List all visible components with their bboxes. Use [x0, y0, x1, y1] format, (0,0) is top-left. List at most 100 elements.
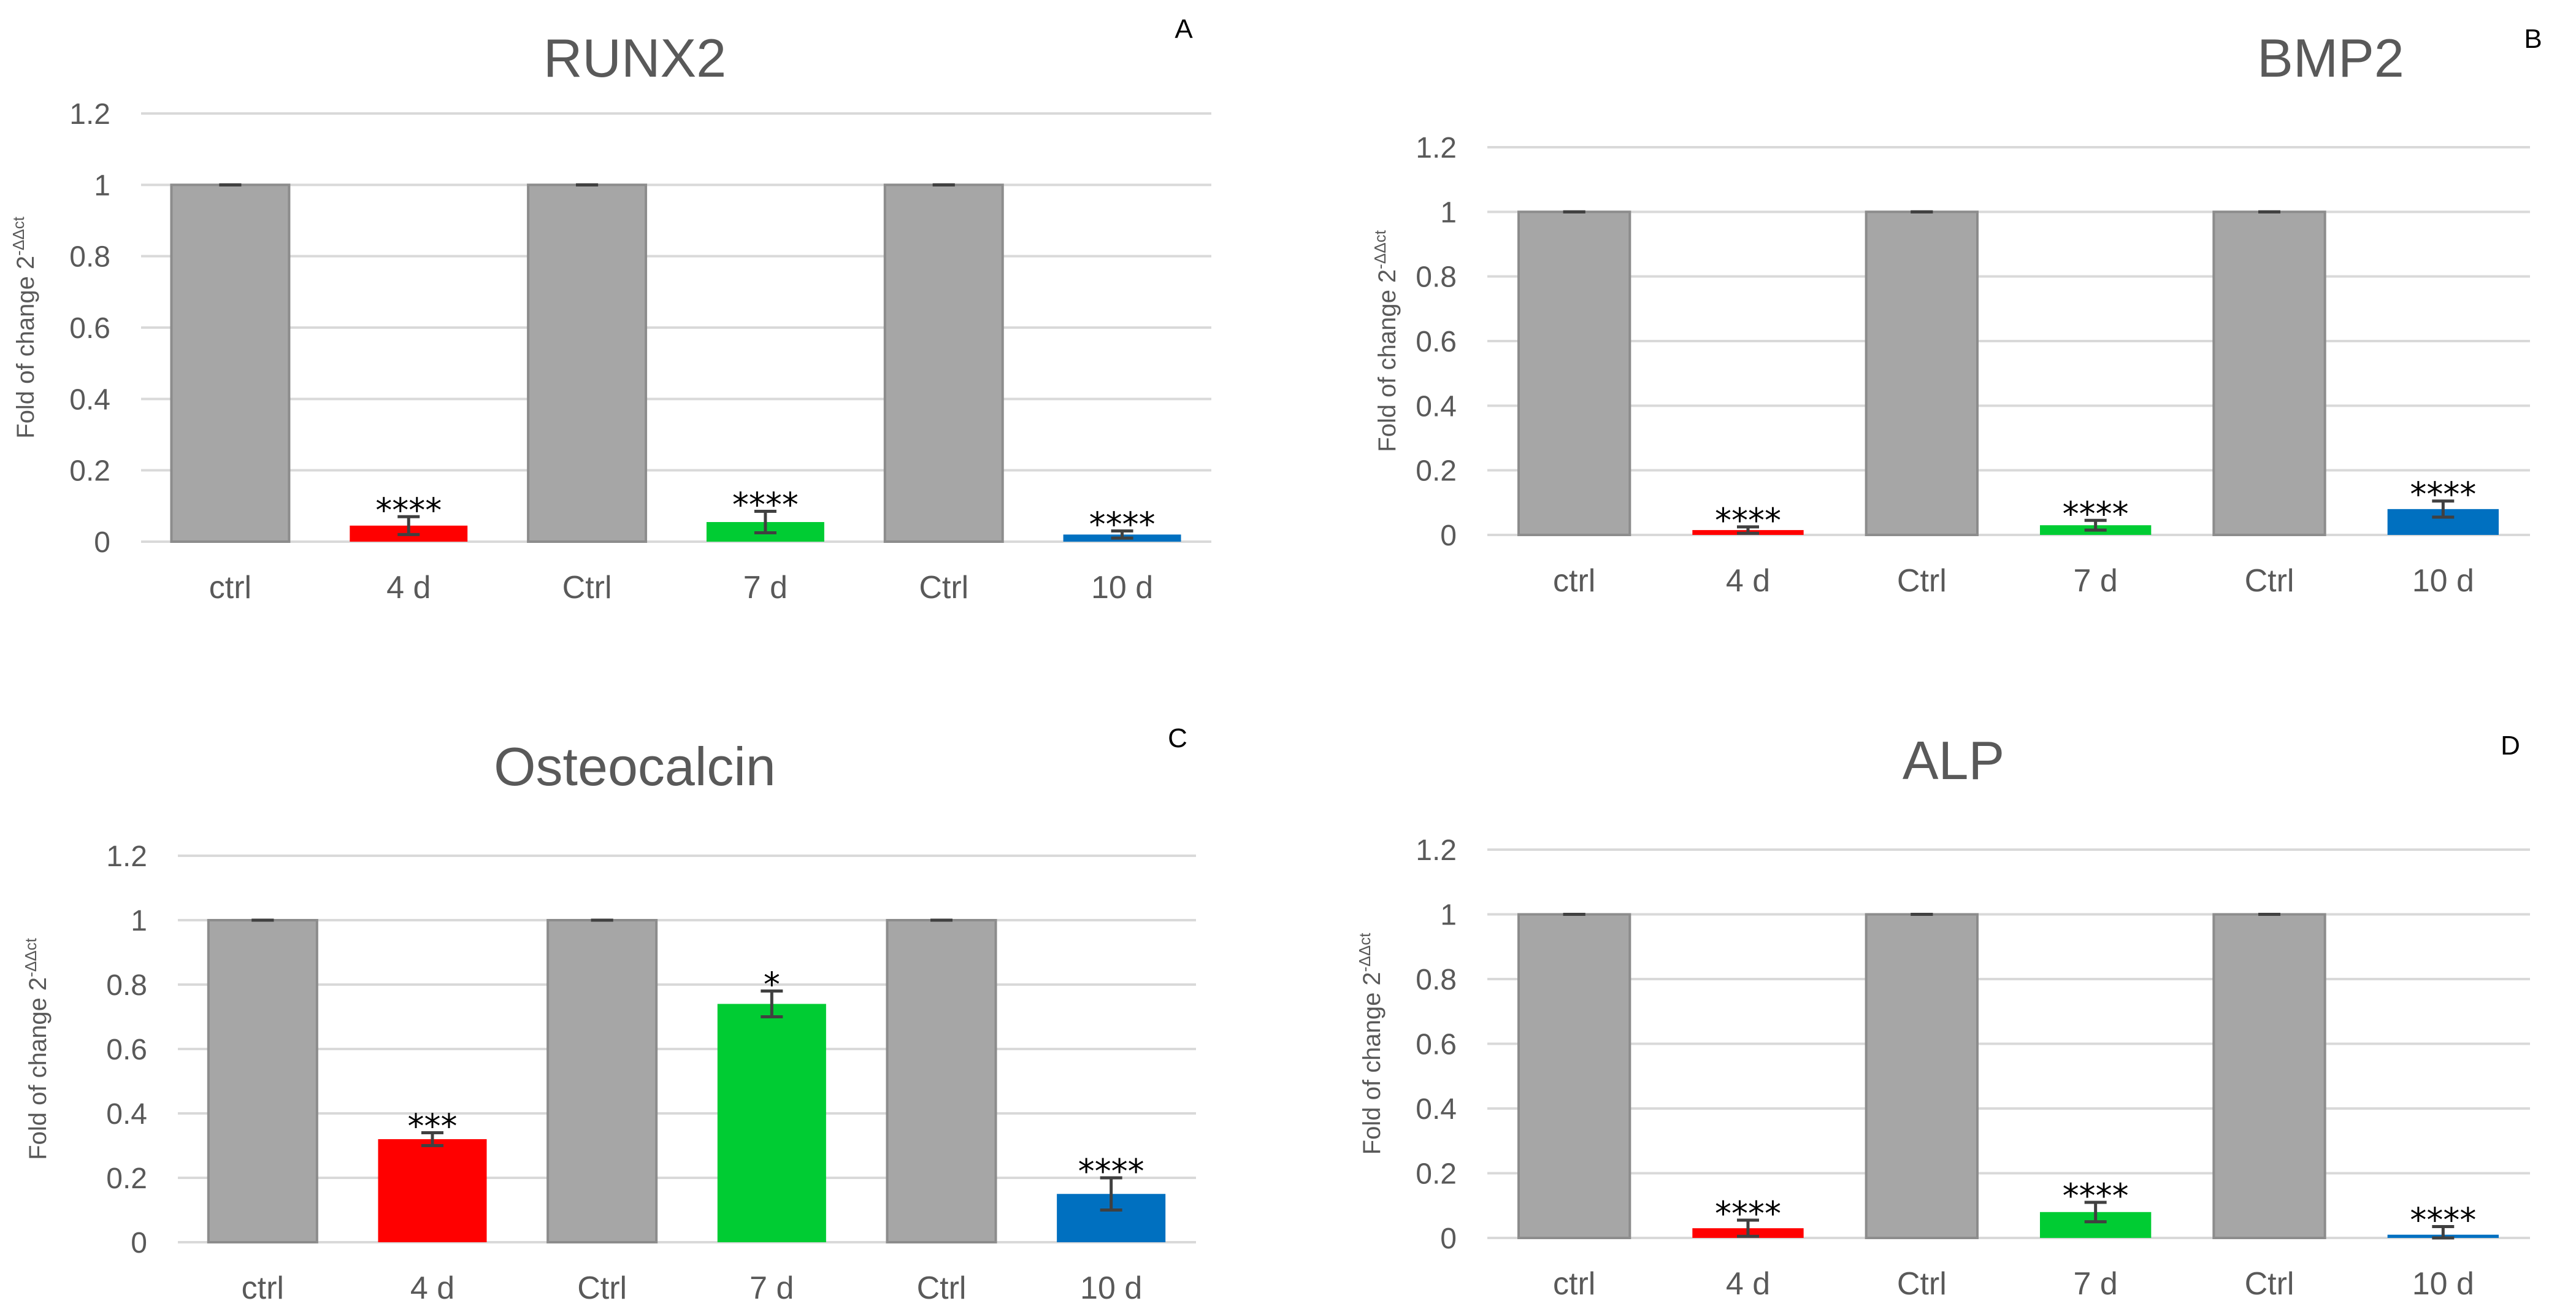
- panel-letter: C: [1168, 723, 1187, 753]
- x-category-label: Ctrl: [919, 570, 968, 605]
- y-tick-label: 0.4: [69, 383, 110, 416]
- y-tick-label: 1.2: [1416, 834, 1457, 867]
- y-tick-label: 0.8: [1416, 964, 1457, 996]
- significance-label: ****: [2410, 475, 2476, 514]
- x-category-label: 7 d: [743, 570, 788, 605]
- x-category-label: 10 d: [1091, 570, 1153, 605]
- y-tick-label: 0.8: [69, 241, 110, 274]
- y-tick-label: 0.8: [1416, 261, 1457, 294]
- panel-letter: A: [1175, 14, 1193, 44]
- bar: [207, 919, 318, 1243]
- y-tick-label: 0.6: [69, 312, 110, 345]
- y-tick-label: 0.6: [1416, 1029, 1457, 1061]
- significance-label: ****: [732, 486, 799, 524]
- x-category-label: ctrl: [209, 570, 251, 605]
- x-category-label: 7 d: [2074, 1266, 2118, 1302]
- panel-letter: D: [2501, 731, 2520, 761]
- significance-label: ****: [2410, 1201, 2476, 1240]
- x-category-label: 4 d: [1726, 1266, 1770, 1302]
- y-tick-label: 0.4: [106, 1098, 147, 1131]
- y-axis-title: Fold of change 2-ΔΔct: [1371, 229, 1401, 451]
- error-bar: [2084, 1201, 2107, 1224]
- bar: [1865, 210, 1979, 537]
- y-tick-label: 0.6: [1416, 326, 1457, 358]
- significance-label: ****: [2063, 494, 2129, 533]
- error-bar: [2084, 518, 2107, 532]
- y-tick-label: 0: [94, 526, 110, 559]
- x-category-label: 4 d: [386, 570, 431, 605]
- bar: [1517, 210, 1631, 537]
- error-bar: [397, 515, 420, 536]
- y-axis-title: Fold of change 2-ΔΔct: [9, 216, 39, 438]
- y-tick-label: 0.2: [1416, 1158, 1457, 1191]
- bar: [2212, 210, 2326, 537]
- significance-label: ****: [1715, 501, 1781, 540]
- y-axis-title-main: Fold of change 2: [25, 977, 52, 1160]
- error-bar: [761, 989, 783, 1018]
- y-axis-title-main: Fold of change 2: [1359, 972, 1386, 1155]
- significance-label: ****: [1078, 1152, 1144, 1191]
- y-axis-title-superscript: -ΔΔct: [1371, 229, 1389, 269]
- significance-label: ****: [2063, 1177, 2129, 1215]
- bar: [717, 1004, 826, 1242]
- y-tick-label: 0: [131, 1227, 147, 1259]
- bar: [1517, 913, 1631, 1239]
- y-tick-label: 0.6: [106, 1034, 147, 1066]
- y-tick-label: 0.4: [1416, 1093, 1457, 1126]
- error-bar: [421, 1131, 443, 1147]
- chart-panel-a: 0 0.2 0.4 0.6 0.8 1 1.2 ctrl **** 4 d Ctrl **** 7 d C…: [9, 14, 1211, 605]
- chart-title: ALP: [1903, 730, 2004, 791]
- x-category-label: Ctrl: [2245, 1266, 2294, 1302]
- y-tick-label: 0.2: [106, 1162, 147, 1195]
- bar: [2212, 913, 2326, 1239]
- x-category-label: 7 d: [749, 1270, 794, 1306]
- error-bar: [2432, 499, 2455, 519]
- y-axis-title-superscript: -ΔΔct: [1355, 932, 1374, 972]
- error-bar: [1737, 525, 1759, 535]
- y-tick-label: 1: [131, 905, 147, 937]
- bar: [886, 919, 997, 1243]
- y-axis-title: Fold of change 2-ΔΔct: [1355, 932, 1386, 1155]
- y-tick-label: 0: [1440, 520, 1457, 552]
- x-category-label: ctrl: [242, 1270, 284, 1306]
- y-tick-label: 0: [1440, 1223, 1457, 1255]
- x-category-label: Ctrl: [917, 1270, 967, 1306]
- error-bar: [1100, 1176, 1122, 1212]
- significance-label: *: [764, 966, 780, 1004]
- y-tick-label: 1: [1440, 899, 1457, 932]
- error-bar: [754, 510, 776, 534]
- y-tick-label: 1.2: [1416, 132, 1457, 164]
- error-bar: [2432, 1225, 2455, 1240]
- chart-panel-d: 0 0.2 0.4 0.6 0.8 1 1.2 ctrl **** 4 d Ctrl **** 7 d C…: [1355, 730, 2530, 1302]
- chart-panel-b: 0 0.2 0.4 0.6 0.8 1 1.2 ctrl **** 4 d Ctrl **** 7 d C…: [1371, 24, 2542, 599]
- chart-title: Osteocalcin: [494, 736, 776, 797]
- y-tick-label: 1.2: [69, 98, 110, 131]
- x-category-label: Ctrl: [1897, 1266, 1947, 1302]
- bar: [546, 919, 658, 1243]
- significance-label: ****: [375, 491, 442, 529]
- x-category-label: 7 d: [2074, 563, 2118, 599]
- panel-letter: B: [2524, 24, 2542, 54]
- significance-label: ***: [408, 1107, 458, 1146]
- y-tick-label: 0.8: [106, 969, 147, 1002]
- x-category-label: ctrl: [1553, 1266, 1595, 1302]
- bar: [527, 183, 648, 544]
- y-tick-label: 0.4: [1416, 390, 1457, 423]
- x-category-label: ctrl: [1553, 563, 1595, 599]
- error-bar: [1737, 1218, 1759, 1238]
- chart-title: RUNX2: [543, 28, 726, 88]
- y-tick-label: 0.2: [1416, 455, 1457, 488]
- y-tick-label: 1: [1440, 196, 1457, 229]
- bar: [378, 1139, 487, 1242]
- y-tick-label: 0.2: [69, 455, 110, 488]
- x-category-label: 10 d: [1080, 1270, 1142, 1306]
- x-category-label: 4 d: [1726, 563, 1770, 599]
- y-axis-title-superscript: -ΔΔct: [21, 937, 40, 977]
- bar: [1865, 913, 1979, 1239]
- y-tick-label: 1.2: [106, 840, 147, 873]
- bar: [170, 183, 291, 544]
- significance-label: ****: [1089, 505, 1156, 544]
- y-tick-label: 1: [94, 169, 110, 202]
- x-category-label: Ctrl: [1897, 563, 1947, 599]
